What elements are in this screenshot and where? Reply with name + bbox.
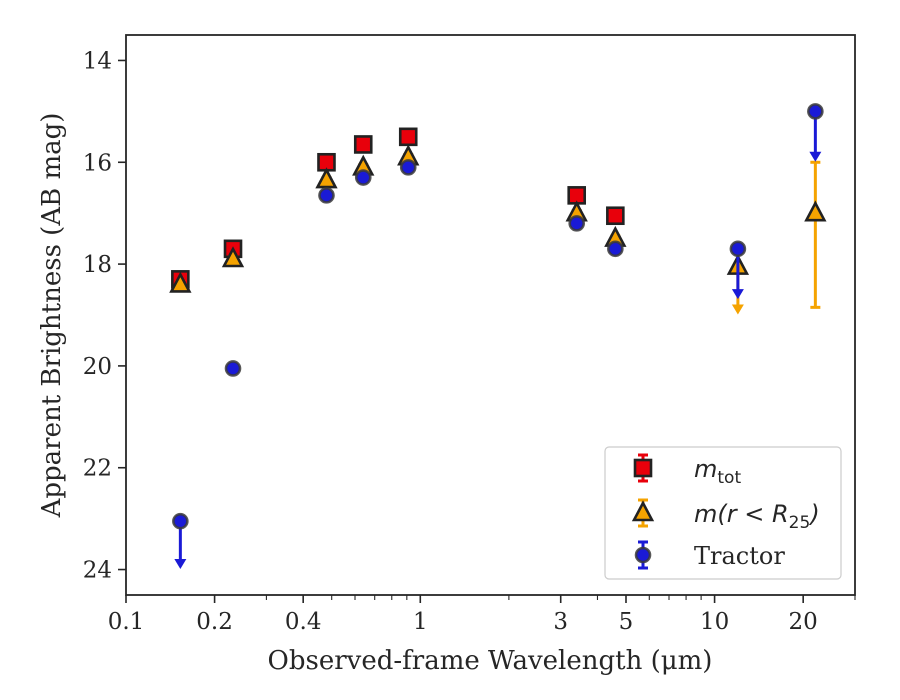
upper-limit-arrow-head bbox=[731, 289, 744, 300]
legend-label: m(r < R25) bbox=[694, 500, 820, 533]
axis-ticks: 0.1 0.2 0.4 1 3 5 10 20 14 16 18 20 22 24 bbox=[83, 48, 856, 635]
legend-marker bbox=[634, 546, 652, 564]
upper-limit-arrow-head bbox=[731, 304, 744, 315]
data-point bbox=[399, 159, 417, 176]
y-tick-label: 18 bbox=[83, 252, 112, 278]
data-point bbox=[807, 103, 824, 120]
x-tick-label: 10 bbox=[700, 609, 729, 635]
legend-marker bbox=[631, 500, 655, 522]
data-point bbox=[606, 206, 625, 226]
data-marks bbox=[169, 103, 827, 569]
x-tick-label: 0.2 bbox=[196, 609, 233, 635]
x-tick-label: 0.4 bbox=[285, 609, 322, 635]
x-tick-label: 1 bbox=[413, 609, 428, 635]
x-tick-label: 20 bbox=[789, 609, 818, 635]
y-axis-label: Apparent Brightness (AB mag) bbox=[37, 113, 67, 519]
y-tick-label: 14 bbox=[83, 48, 112, 74]
upper-limit-arrow-head bbox=[174, 559, 187, 569]
data-point bbox=[607, 240, 624, 258]
data-point bbox=[221, 246, 245, 268]
data-point bbox=[398, 127, 418, 147]
data-point bbox=[353, 135, 373, 154]
x-tick-label: 0.1 bbox=[108, 609, 145, 635]
data-point bbox=[568, 215, 586, 232]
data-point bbox=[804, 200, 827, 222]
y-tick-label: 24 bbox=[83, 558, 112, 584]
data-point bbox=[354, 169, 372, 186]
data-point bbox=[729, 240, 747, 258]
y-tick-label: 22 bbox=[83, 456, 112, 482]
legend-label: mtot bbox=[694, 455, 741, 488]
data-point bbox=[224, 360, 242, 377]
legend-marker bbox=[633, 458, 653, 478]
legend: mtot m(r < R25) Tractor bbox=[604, 446, 842, 580]
data-point bbox=[172, 512, 189, 530]
upper-limit-arrow-head bbox=[809, 151, 822, 162]
x-tick-label: 3 bbox=[553, 609, 568, 635]
legend-label: Tractor bbox=[694, 542, 785, 570]
x-tick-label: 5 bbox=[619, 609, 634, 635]
y-tick-label: 16 bbox=[83, 150, 112, 176]
y-tick-label: 20 bbox=[83, 354, 112, 380]
data-point bbox=[318, 187, 335, 204]
x-axis-label: Observed-frame Wavelength (μm) bbox=[268, 646, 713, 676]
legend-frame bbox=[604, 446, 842, 580]
series-circle bbox=[172, 103, 824, 569]
data-point bbox=[169, 271, 192, 293]
